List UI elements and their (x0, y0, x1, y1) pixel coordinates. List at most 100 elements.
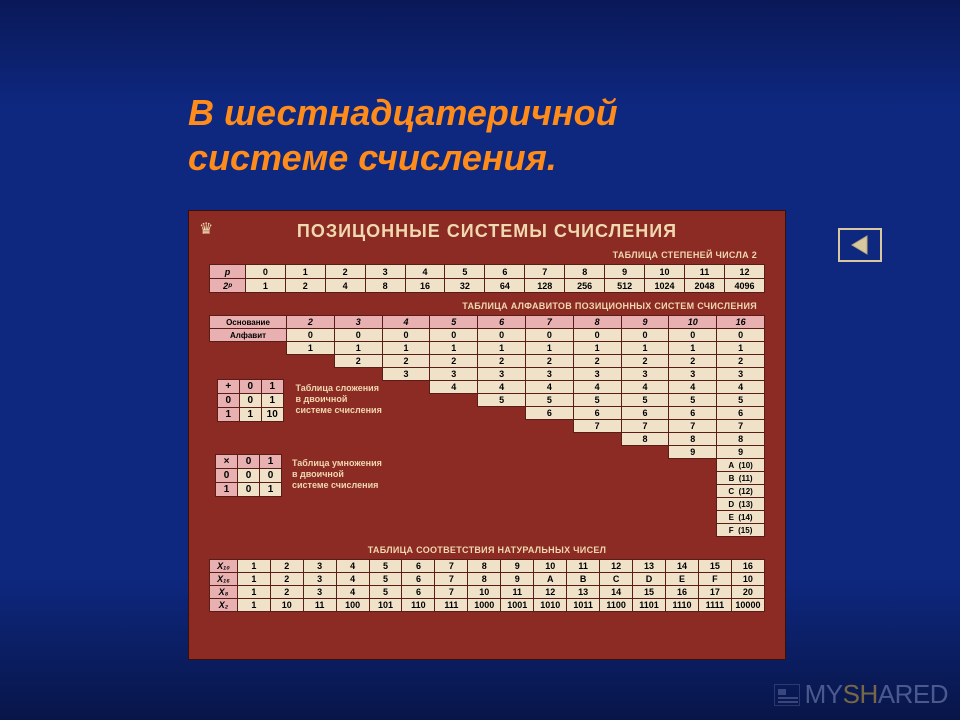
title-line-1: В шестнадцатеричной (188, 92, 618, 133)
corr-cell: 1001 (501, 599, 534, 612)
addition-caption: Таблица сложения в двоичной системе счис… (295, 383, 381, 417)
chess-piece-icon: ♛ (199, 219, 213, 239)
alpha-cell: 0 (621, 329, 669, 342)
alpha-cell: 2 (621, 355, 669, 368)
corr-cell: 1110 (666, 599, 699, 612)
alpha-cell: 5 (717, 394, 765, 407)
alpha-cell: 7 (573, 420, 621, 433)
alpha-cell: 5 (525, 394, 573, 407)
alpha-cell: 2 (478, 355, 526, 368)
corr-cell: 14 (600, 586, 633, 599)
alpha-cell: 7 (669, 420, 717, 433)
alpha-cell: 1 (525, 342, 573, 355)
corr-cell: 1 (237, 573, 270, 586)
corr-cell: 6 (402, 573, 435, 586)
alpha-cell (430, 420, 478, 433)
op-cell: 0 (238, 483, 260, 497)
addition-block: +010011110 Таблица сложения в двоичной с… (215, 377, 382, 422)
alpha-cell: 4 (478, 381, 526, 394)
op-cell: 0 (260, 469, 282, 483)
corr-cell: 8 (468, 560, 501, 573)
alpha-cell: 0 (334, 329, 382, 342)
watermark: MYSHARED (805, 679, 948, 710)
op-cell: + (217, 380, 239, 394)
corr-cell: 1 (237, 560, 270, 573)
alpha-cell: 4 (525, 381, 573, 394)
alpha-cell: 3 (430, 368, 478, 381)
base-cell: 5 (430, 316, 478, 329)
corr-cell: 2 (270, 586, 303, 599)
corr-cell: A (534, 573, 567, 586)
corr-rowhdr: X₁₀ (210, 560, 238, 573)
alpha-cell (430, 446, 478, 459)
alpha-cell (573, 446, 621, 459)
alpha-cell: 1 (717, 342, 765, 355)
alpha-cell: 0 (669, 329, 717, 342)
base-cell: 10 (669, 316, 717, 329)
corr-cell: 110 (402, 599, 435, 612)
corr-cell: 100 (336, 599, 369, 612)
alpha-cell: 9 (717, 446, 765, 459)
alphabet-header: Алфавит (210, 329, 287, 342)
powers-section-label: ТАБЛИЦА СТЕПЕНЕЙ ЧИСЛА 2 (189, 248, 785, 262)
base-cell: 3 (334, 316, 382, 329)
alpha-cell: 0 (430, 329, 478, 342)
powers-table: p0123456789101112 2ᵖ12481632641282565121… (209, 264, 765, 293)
alpha-cell (478, 433, 526, 446)
op-cell: 0 (216, 469, 238, 483)
alpha-cell: 2 (334, 355, 382, 368)
hex-extra-cell: F (15) (717, 524, 765, 537)
corr-cell: 2 (270, 560, 303, 573)
alpha-cell: 0 (382, 329, 430, 342)
powers-exp-cell: 5 (445, 265, 485, 279)
corr-cell: 13 (567, 586, 600, 599)
alpha-cell: 1 (621, 342, 669, 355)
corr-cell: 8 (468, 573, 501, 586)
base-cell: 4 (382, 316, 430, 329)
base-cell: 7 (525, 316, 573, 329)
alpha-cell: 2 (382, 355, 430, 368)
alpha-cell: 3 (717, 368, 765, 381)
hex-extra-cell: B (11) (717, 472, 765, 485)
corr-cell: 10000 (731, 599, 764, 612)
alpha-cell: 6 (525, 407, 573, 420)
alpha-cell: 3 (525, 368, 573, 381)
alpha-cell: 1 (430, 342, 478, 355)
base-cell: 2 (287, 316, 335, 329)
hex-extra-cell: D (13) (717, 498, 765, 511)
corr-cell: 9 (501, 560, 534, 573)
powers-val-cell: 8 (365, 279, 405, 293)
alpha-cell: 4 (669, 381, 717, 394)
powers-val-cell: 128 (525, 279, 565, 293)
multiplication-caption: Таблица умножения в двоичной системе счи… (292, 458, 382, 492)
corr-cell: 2 (270, 573, 303, 586)
corr-cell: 9 (501, 573, 534, 586)
corr-cell: 12 (600, 560, 633, 573)
correspondence-table: X₁₀12345678910111213141516X₁₆123456789AB… (209, 559, 765, 612)
corr-cell: 5 (369, 586, 402, 599)
op-cell: 10 (261, 408, 283, 422)
prev-slide-button[interactable] (838, 228, 882, 262)
alpha-cell: 3 (382, 368, 430, 381)
alpha-cell: 5 (573, 394, 621, 407)
powers-val-cell: 16 (405, 279, 445, 293)
alpha-cell: 6 (573, 407, 621, 420)
alpha-cell: 0 (525, 329, 573, 342)
correspondence-section-label: ТАБЛИЦА СООТВЕТСТВИЯ НАТУРАЛЬНЫХ ЧИСЕЛ (189, 543, 785, 557)
hex-extra-cell: C (12) (717, 485, 765, 498)
alpha-cell: 6 (717, 407, 765, 420)
powers-exp-cell: 3 (365, 265, 405, 279)
corr-cell: 10 (270, 599, 303, 612)
alpha-cell: 3 (478, 368, 526, 381)
base-header: Основание (210, 316, 287, 329)
alpha-cell (382, 420, 430, 433)
corr-cell: 1101 (633, 599, 666, 612)
alpha-cell: 1 (334, 342, 382, 355)
corr-cell: 1111 (698, 599, 731, 612)
alpha-cell (382, 394, 430, 407)
powers-exp-cell: 8 (565, 265, 605, 279)
alpha-cell: 1 (669, 342, 717, 355)
corr-cell: 15 (698, 560, 731, 573)
powers-val-cell: 4 (325, 279, 365, 293)
alpha-cell: 7 (717, 420, 765, 433)
